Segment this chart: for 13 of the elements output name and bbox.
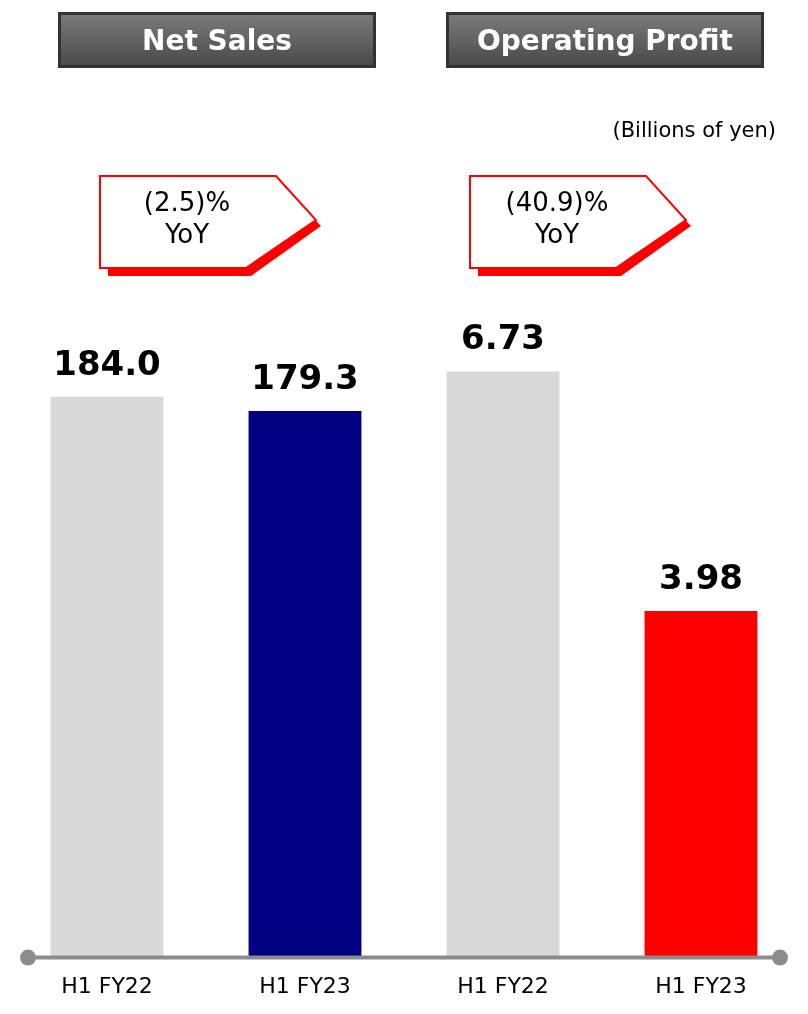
text: (40.9)% YoY — [504, 186, 610, 250]
chart-title: Operating Profit — [446, 12, 764, 68]
data-label: 3.98 — [659, 556, 743, 597]
data-label: 179.3 — [251, 356, 359, 397]
data-label: 184.0 — [53, 342, 161, 383]
chart-title: Net Sales — [58, 12, 376, 68]
x-tick-label: H1 FY22 — [61, 972, 153, 998]
data-label: 6.73 — [461, 317, 545, 358]
x-tick-label: H1 FY23 — [259, 972, 351, 998]
text: (2.5)% YoY — [142, 186, 232, 250]
x-tick-label: H1 FY22 — [457, 972, 549, 998]
x-tick-label: H1 FY23 — [655, 972, 747, 998]
text: (Billions of yen) — [612, 118, 776, 142]
